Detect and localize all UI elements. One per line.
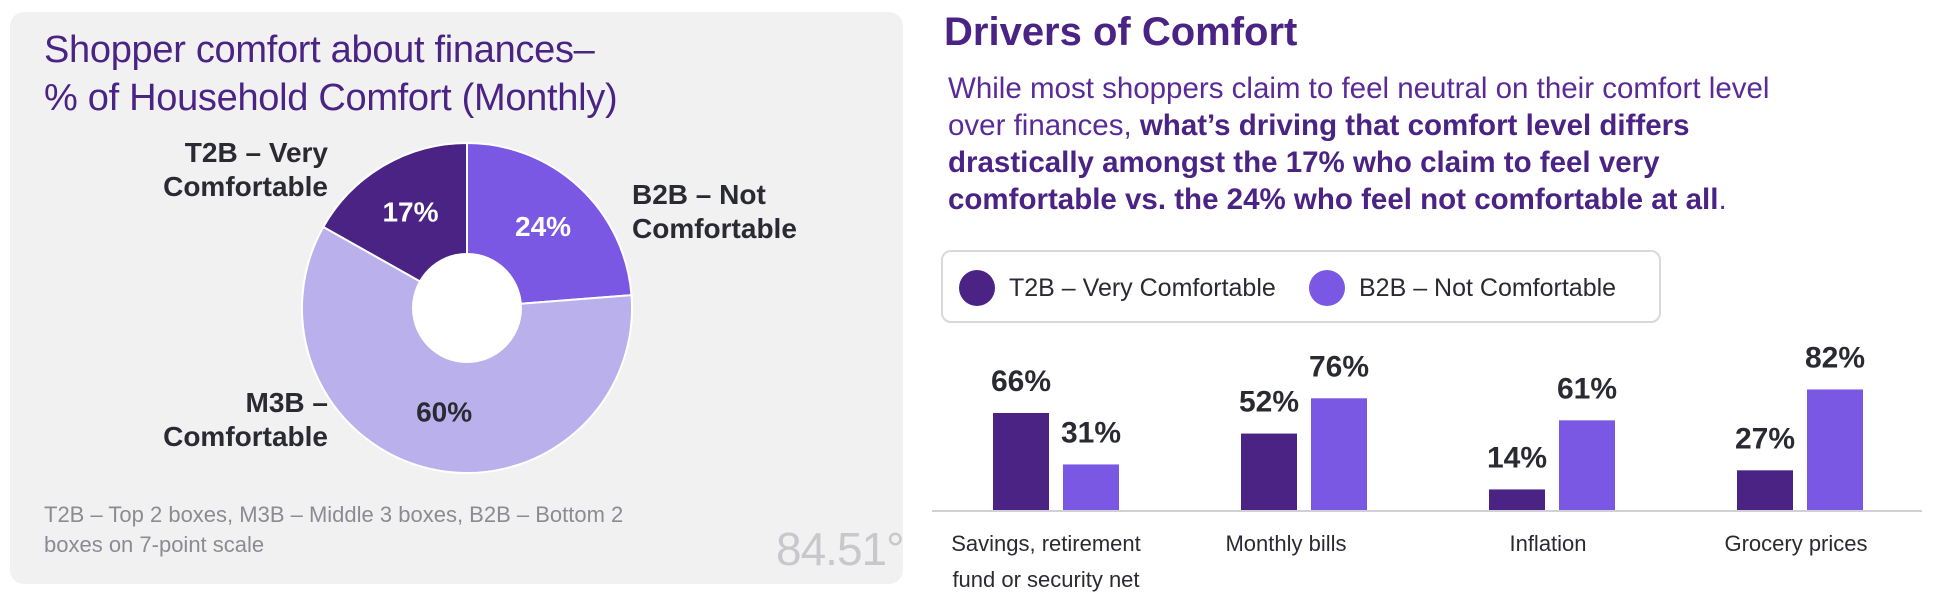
category-label-grocery: Grocery prices	[1724, 531, 1868, 556]
scale-footnote: T2B – Top 2 boxes, M3B – Middle 3 boxes,…	[44, 502, 624, 557]
t2b-segment-label: T2B – Very Comfortable	[146, 136, 328, 204]
donut-chart-title: Shopper comfort about finances– % of Hou…	[44, 26, 618, 122]
intro-text-end: .	[1718, 183, 1727, 216]
donut-slice-b2b	[466, 141, 633, 310]
donut-panel: Shopper comfort about finances– % of Hou…	[10, 12, 905, 584]
bar-t2b-1	[1241, 433, 1297, 510]
b2b-label-line2: Comfortable	[632, 213, 797, 244]
brand-logo: 84.51°	[776, 523, 905, 575]
legend-item-b2b: B2B – Not Comfortable	[1309, 270, 1616, 306]
m3b-label-line2: Comfortable	[163, 421, 328, 452]
donut-value-t2b: 17%	[382, 196, 438, 227]
bar-t2b-3	[1737, 470, 1793, 510]
m3b-segment-label: M3B – Comfortable	[146, 386, 328, 454]
legend-label-b2b: B2B – Not Comfortable	[1359, 273, 1617, 302]
bar-value-b2b-0: 31%	[1061, 416, 1121, 449]
legend-item-t2b: T2B – Very Comfortable	[959, 270, 1276, 306]
m3b-label-line1: M3B –	[245, 387, 328, 418]
bar-t2b-0	[993, 412, 1049, 510]
bar-t2b-2	[1489, 489, 1545, 510]
bar-value-t2b-1: 52%	[1239, 386, 1299, 419]
donut-value-b2b: 24%	[515, 211, 571, 242]
donut-center-hole	[412, 253, 522, 363]
category-savings-line1: Savings, retirement	[951, 531, 1141, 556]
bar-value-t2b-3: 27%	[1735, 422, 1795, 455]
bar-b2b-3	[1807, 389, 1863, 510]
t2b-label-line1: T2B – Very	[184, 137, 328, 168]
category-savings-line2: fund or security net	[952, 567, 1140, 592]
intro-text-bold: what’s driving that comfort level differ…	[948, 109, 1719, 216]
donut-value-m3b: 60%	[416, 396, 472, 427]
intro-paragraph: While most shoppers claim to feel neutra…	[948, 70, 1828, 218]
donut-chart: 17% 24% 60%	[301, 141, 633, 474]
t2b-label-line2: Comfortable	[163, 171, 328, 202]
bar-value-b2b-3: 82%	[1805, 341, 1865, 374]
intro-text-plain: While most shoppers claim to feel neutra…	[948, 72, 1770, 142]
category-label-inflation: Inflation	[1509, 531, 1587, 556]
category-label-bills: Monthly bills	[1225, 531, 1347, 556]
drivers-title: Drivers of Comfort	[944, 10, 1298, 54]
bar-value-b2b-2: 61%	[1557, 372, 1617, 405]
bar-value-t2b-0: 66%	[991, 365, 1051, 398]
b2b-label-line1: B2B – Not	[632, 179, 766, 210]
legend-label-t2b: T2B – Very Comfortable	[1009, 273, 1276, 302]
legend-swatch-t2b	[959, 270, 995, 306]
category-label-savings: Savings, retirement fund or security net	[930, 526, 1162, 598]
donut-title-line2: % of Household Comfort (Monthly)	[44, 77, 618, 119]
legend-swatch-b2b	[1309, 270, 1345, 306]
bar-b2b-1	[1311, 398, 1367, 510]
b2b-segment-label: B2B – Not Comfortable	[632, 178, 797, 246]
bar-b2b-0	[1063, 464, 1119, 510]
bar-legend: T2B – Very Comfortable B2B – Not Comfort…	[941, 250, 1661, 323]
bar-value-b2b-1: 76%	[1309, 350, 1369, 383]
bar-b2b-2	[1559, 420, 1615, 510]
donut-title-line1: Shopper comfort about finances–	[44, 29, 595, 71]
bar-value-t2b-2: 14%	[1487, 441, 1547, 474]
